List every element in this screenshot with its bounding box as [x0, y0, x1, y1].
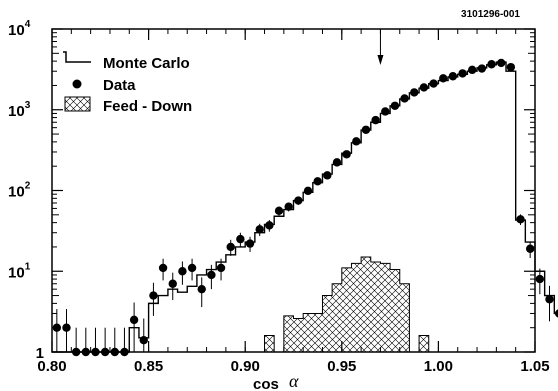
data-point: [545, 295, 554, 304]
data-point: [91, 347, 100, 357]
data-point: [468, 65, 477, 75]
monte-carlo-step: [52, 61, 558, 353]
data-point: [100, 347, 110, 357]
data-point: [216, 263, 226, 273]
data-point: [342, 150, 351, 159]
data-point: [110, 347, 119, 357]
data-point: [429, 79, 438, 88]
y-tick-exponent: 1: [25, 261, 31, 272]
monte-carlo-line: [52, 61, 558, 353]
figure-id: 3101296-001: [461, 9, 520, 20]
data-point: [197, 284, 206, 294]
data-point: [236, 234, 245, 244]
data-point: [158, 263, 168, 273]
data-point: [439, 74, 448, 83]
data-point: [400, 94, 409, 103]
data-point: [390, 101, 400, 110]
data-point: [149, 291, 158, 300]
data-point: [265, 221, 274, 230]
data-point: [139, 336, 148, 345]
data-point: [487, 60, 496, 69]
legend-feed-down-label: Feed - Down: [103, 98, 192, 115]
y-tick-label: 103: [8, 100, 31, 120]
feed-down-area: [254, 256, 430, 353]
y-tick-exponent: 4: [25, 19, 31, 30]
data-point: [226, 242, 235, 252]
data-point: [554, 309, 558, 318]
data-point: [371, 115, 380, 125]
y-tick-exponent: 3: [25, 100, 31, 111]
data-point: [448, 72, 458, 81]
data-point: [535, 274, 545, 284]
data-point: [313, 177, 322, 186]
data-point: [525, 244, 535, 253]
data-point: [516, 215, 525, 224]
data-point: [294, 196, 303, 205]
feed-down-bar: [418, 335, 430, 353]
cut-arrow: [377, 29, 384, 65]
x-tick-label: 1.00: [424, 358, 453, 375]
data-point: [274, 206, 284, 216]
data-point: [410, 88, 419, 97]
data-point: [168, 279, 177, 288]
data-point: [352, 137, 361, 146]
data-point: [323, 171, 332, 180]
x-axis-label: cos α: [253, 371, 299, 391]
data-point: [178, 267, 187, 276]
data-point: [506, 62, 516, 72]
x-tick-label: 0.85: [134, 358, 163, 375]
data-point: [332, 158, 342, 167]
data-point: [496, 58, 506, 68]
legend-data-label: Data: [103, 77, 136, 94]
legend-data: Data: [72, 77, 136, 94]
legend-mc: Monte Carlo: [63, 51, 190, 72]
data-point: [458, 69, 467, 78]
x-axis-label-symbol: α: [289, 371, 299, 391]
y-tick-label: 104: [8, 19, 31, 39]
data-point: [207, 270, 216, 280]
data-point: [361, 125, 371, 134]
data-points: [52, 58, 558, 357]
y-tick-exponent: 2: [25, 181, 31, 192]
legend-mc-label: Monte Carlo: [103, 55, 190, 72]
data-point: [284, 202, 293, 211]
x-tick-label: 1.05: [520, 358, 549, 375]
data-point: [255, 225, 264, 234]
x-axis-label-text: cos: [253, 376, 279, 391]
x-tick-label: 0.90: [231, 358, 260, 375]
feed-down-bar: [254, 256, 410, 353]
legend: Monte Carlo Data Feed - Down: [63, 51, 192, 115]
data-point: [62, 323, 71, 332]
y-tick-label: 1: [36, 345, 44, 362]
data-point: [245, 239, 255, 248]
x-tick-label: 0.95: [327, 358, 356, 375]
data-point: [187, 263, 197, 273]
data-point: [71, 347, 81, 357]
legend-feed-down: Feed - Down: [64, 96, 192, 115]
y-tick-label: 101: [8, 261, 31, 281]
x-tick-label: 0.80: [37, 358, 66, 375]
data-point: [477, 64, 487, 73]
data-point: [381, 107, 390, 116]
data-point: [81, 347, 91, 357]
y-tick-label: 102: [8, 181, 31, 201]
data-point: [129, 315, 139, 325]
data-point: [419, 83, 429, 92]
cut-arrow-head: [377, 55, 384, 65]
data-point: [120, 347, 129, 357]
data-point: [303, 186, 313, 196]
